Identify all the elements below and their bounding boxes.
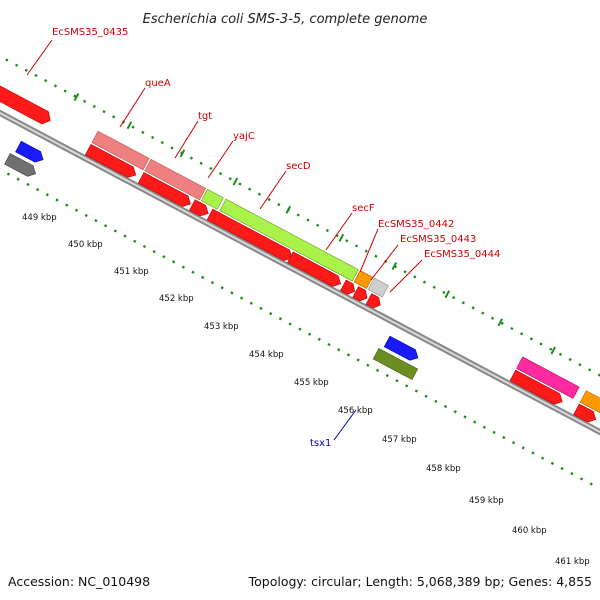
kbp-label: 452 kbp: [159, 294, 194, 304]
gene-box-orange-right[interactable]: [579, 390, 600, 413]
kbp-label: 461 kbp: [555, 557, 590, 567]
tsx1-leader-line: [333, 409, 357, 441]
cds-arrow-magenta[interactable]: [509, 369, 565, 407]
kbp-label: 457 kbp: [382, 435, 417, 445]
forward-strand-features: [0, 82, 600, 413]
label-secD[interactable]: secD: [286, 161, 311, 172]
cds-arrow-secD-a[interactable]: [206, 208, 295, 263]
topology-text: Topology: circular; Length: 5,068,389 bp…: [248, 574, 592, 589]
cds-arrow-queA[interactable]: [84, 143, 138, 180]
label-ecsms35-0443[interactable]: EcSMS35_0443: [400, 234, 476, 245]
label-ecsms35-0444[interactable]: EcSMS35_0444: [424, 249, 500, 260]
gene-box-secF[interactable]: [353, 270, 373, 290]
gene-box-magenta[interactable]: [516, 356, 580, 399]
kbp-label: 455 kbp: [294, 378, 329, 388]
kbp-label: 453 kbp: [204, 322, 239, 332]
kbp-label: 460 kbp: [512, 526, 547, 536]
cds-arrow-tgt[interactable]: [137, 172, 193, 210]
label-tgt[interactable]: tgt: [198, 111, 212, 122]
gene-box-secD[interactable]: [219, 198, 359, 282]
label-ecsms35-0435[interactable]: EcSMS35_0435: [52, 27, 128, 38]
gene-box-ecsms35-0442[interactable]: [367, 277, 389, 298]
kbp-scale-labels: 449 kbp 450 kbp 451 kbp 452 kbp 453 kbp …: [22, 213, 590, 567]
kbp-label: 459 kbp: [469, 496, 504, 506]
cds-arrow-orange-right[interactable]: [573, 403, 599, 425]
gene-arrow-blue-left[interactable]: [15, 140, 46, 165]
kbp-label: 456 kbp: [338, 406, 373, 416]
map-title: Escherichia coli SMS-3-5, complete genom…: [143, 12, 428, 27]
label-yajC[interactable]: yajC: [233, 131, 255, 142]
gene-arrow-blue-mid[interactable]: [383, 335, 421, 363]
gene-box-queA[interactable]: [91, 130, 150, 171]
kbp-label: 458 kbp: [426, 464, 461, 474]
gene-box-tsx1[interactable]: [372, 347, 419, 381]
gene-arrow-ecsms35-0435[interactable]: [0, 82, 54, 126]
genome-backbone-highlight: [0, 102, 600, 443]
track-group: [0, 58, 600, 487]
label-queA[interactable]: queA: [145, 78, 171, 89]
label-secF[interactable]: secF: [352, 203, 375, 214]
gene-arrow-gray-left[interactable]: [4, 153, 39, 180]
reverse-strand-features: [4, 140, 421, 381]
gene-box-tgt[interactable]: [144, 158, 207, 201]
label-leader-lines: [26, 39, 423, 293]
gene-box-yajC[interactable]: [200, 188, 224, 210]
inner-tick-track: [0, 146, 596, 487]
cds-arrow-ecsms35-0443[interactable]: [365, 293, 383, 311]
forward-cds-arrows: [84, 143, 599, 425]
outer-major-ticks: [73, 93, 557, 355]
outer-tick-track: [5, 58, 600, 399]
kbp-label: 454 kbp: [249, 350, 284, 360]
accession-text: Accession: NC_010498: [8, 574, 150, 589]
label-tsx1[interactable]: tsx1: [310, 438, 331, 449]
label-ecsms35-0442[interactable]: EcSMS35_0442: [378, 219, 454, 230]
cds-arrow-yajC[interactable]: [189, 199, 211, 219]
cds-arrow-ecsms35-0442[interactable]: [352, 286, 370, 304]
cds-arrow-secD-b[interactable]: [287, 251, 343, 289]
kbp-label: 451 kbp: [114, 267, 149, 277]
kbp-label: 450 kbp: [68, 240, 103, 250]
cds-arrow-secF[interactable]: [340, 279, 357, 297]
kbp-label: 449 kbp: [22, 213, 57, 223]
